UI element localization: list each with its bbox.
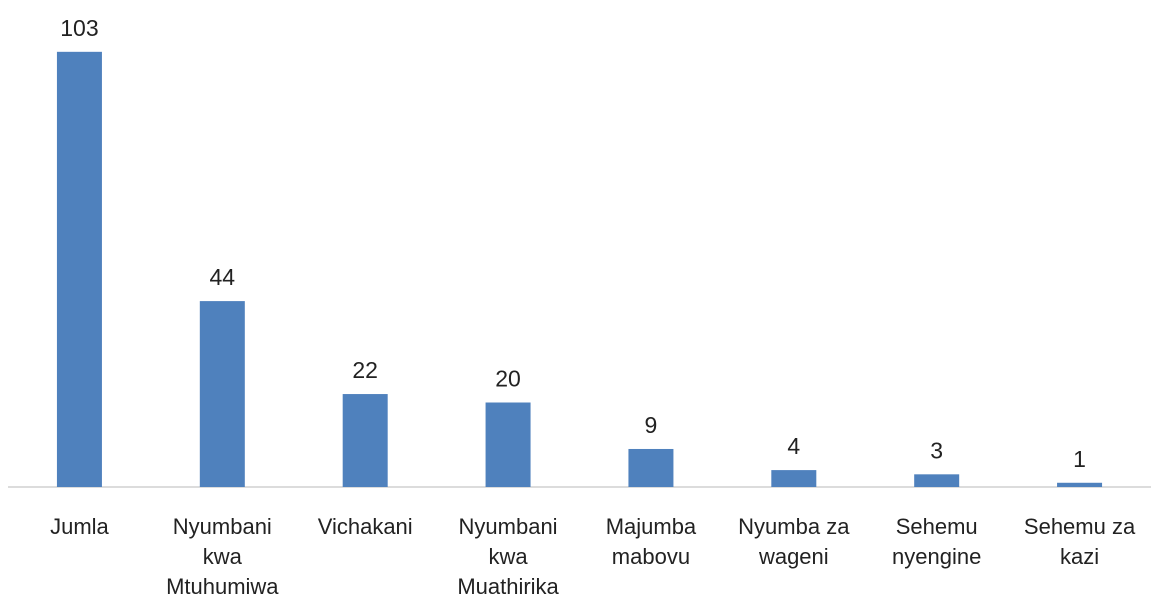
bar [628,448,674,487]
value-label: 4 [787,433,800,459]
category-label: Sehemu za kazi [1023,514,1136,569]
value-label: 22 [352,357,378,383]
value-label: 3 [930,437,943,463]
bar [771,470,817,487]
bar [1057,482,1103,487]
category-label: Jumla [50,514,109,539]
category-label: Nyumbani kwa Mtuhumiwa [166,514,279,599]
value-label: 44 [210,264,236,290]
category-label: Vichakani [317,514,413,539]
bar [199,301,245,487]
value-label: 1 [1073,446,1086,472]
bar [485,402,531,487]
bar [342,394,388,487]
bar [56,51,102,487]
category-label: Nyumba za wageni [738,514,850,569]
value-label: 9 [645,412,658,438]
value-label: 20 [495,366,521,392]
category-label: Sehemu nyengine [892,514,982,569]
bar [914,474,960,487]
category-label: Majumba mabovu [605,514,697,569]
category-label: Nyumbani kwa Muathirika [457,514,559,599]
value-label: 103 [60,15,98,41]
